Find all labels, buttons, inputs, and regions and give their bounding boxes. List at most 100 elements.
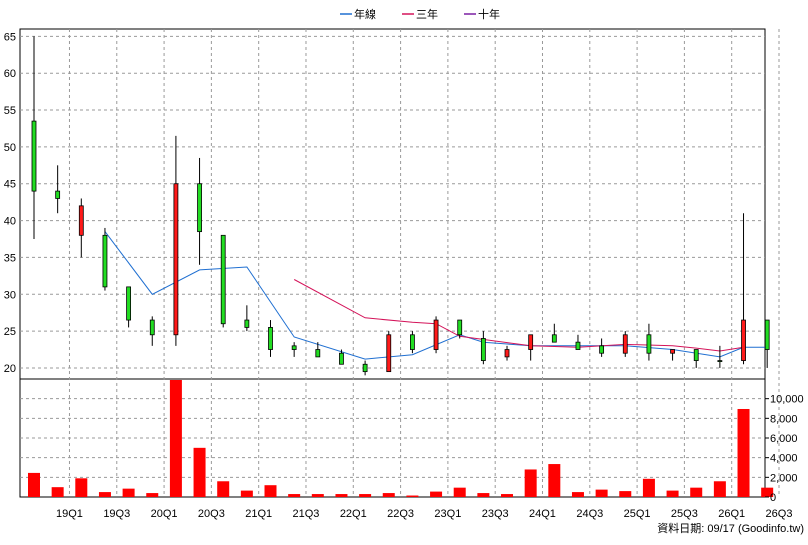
volume-bar-27 bbox=[666, 490, 679, 497]
volume-bar-18 bbox=[453, 487, 466, 497]
volume-bar-10 bbox=[264, 485, 277, 497]
candle-19Q3 bbox=[102, 227, 108, 291]
volume-bar-8 bbox=[217, 481, 230, 497]
volume-bar-28 bbox=[690, 487, 703, 497]
x-tick-20Q3: 20Q3 bbox=[198, 508, 225, 520]
candle-20Q3 bbox=[197, 157, 202, 265]
x-tick-21Q3: 21Q3 bbox=[293, 508, 320, 520]
series-line-1 bbox=[293, 279, 744, 352]
candle-25Q2 bbox=[646, 323, 652, 361]
candle-body-13 bbox=[339, 352, 344, 365]
candle-body-31 bbox=[764, 319, 770, 350]
candle-body-22 bbox=[551, 334, 557, 343]
volume-bar-30 bbox=[737, 408, 750, 497]
volume-tick-5: 10,000 bbox=[770, 394, 804, 406]
candle-26Q3 bbox=[764, 319, 770, 368]
candle-23Q1 bbox=[433, 316, 439, 354]
volume-bar-16 bbox=[406, 495, 419, 497]
candle-20Q1 bbox=[149, 316, 155, 346]
candle-body-4 bbox=[126, 286, 132, 321]
volume-bar-21 bbox=[524, 469, 537, 497]
candle-body-26 bbox=[646, 334, 652, 354]
x-tick-20Q1: 20Q1 bbox=[151, 508, 178, 520]
volume-bar-5 bbox=[146, 493, 159, 497]
candle-body-2 bbox=[78, 205, 84, 236]
candle-21Q2 bbox=[268, 320, 273, 357]
candle-body-30 bbox=[741, 319, 746, 361]
volume-bar-26 bbox=[642, 478, 655, 497]
volume-bar-31 bbox=[761, 487, 774, 497]
candle-body-17 bbox=[433, 319, 439, 350]
volume-bar-7 bbox=[193, 447, 206, 497]
volume-tick-4: 8,000 bbox=[770, 413, 798, 425]
volume-bar-17 bbox=[430, 491, 443, 497]
x-tick-23Q1: 23Q1 bbox=[434, 508, 461, 520]
volume-axis-ticks: 0 2,000 4,000 6,000 8,000 10,000 bbox=[765, 394, 804, 504]
volume-bar-25 bbox=[619, 491, 632, 497]
x-tick-22Q1: 22Q1 bbox=[340, 508, 367, 520]
price-tick-2: 30 bbox=[4, 289, 16, 301]
candle-22Q1 bbox=[339, 349, 344, 365]
candle-23Q3 bbox=[480, 331, 486, 365]
grid bbox=[20, 29, 780, 497]
candle-24Q1 bbox=[528, 334, 534, 361]
candle-21Q1 bbox=[244, 305, 250, 332]
volume-tick-3: 6,000 bbox=[770, 433, 798, 445]
candle-21Q4 bbox=[315, 342, 321, 358]
candle-body-20 bbox=[504, 349, 510, 358]
candle-23Q2 bbox=[457, 319, 463, 339]
volume-bar-9 bbox=[240, 490, 253, 497]
x-tick-25Q1: 25Q1 bbox=[624, 508, 651, 520]
volume-bar-13 bbox=[335, 494, 348, 497]
candle-25Q4 bbox=[693, 349, 699, 368]
price-tick-3: 35 bbox=[4, 252, 16, 264]
candle-body-11 bbox=[291, 345, 297, 350]
price-axis-ticks: 20 25 30 35 40 45 50 55 60 65 bbox=[4, 31, 16, 375]
volume-bar-22 bbox=[548, 464, 561, 497]
volume-bar-4 bbox=[122, 488, 135, 497]
price-tick-1: 25 bbox=[4, 326, 16, 338]
volume-bar-29 bbox=[713, 481, 726, 497]
candle-26Q1 bbox=[717, 345, 723, 368]
volume-bar-19 bbox=[477, 493, 490, 497]
candle-body-27 bbox=[670, 349, 675, 354]
volume-bar-14 bbox=[359, 494, 372, 497]
legend-label-1: 三年 bbox=[416, 7, 438, 21]
candle-22Q3 bbox=[386, 331, 392, 373]
price-plot-frame bbox=[19, 28, 766, 380]
volume-tick-1: 2,000 bbox=[770, 472, 798, 484]
candle-body-10 bbox=[268, 327, 273, 350]
candle-24Q2 bbox=[551, 323, 557, 343]
candle-23Q4 bbox=[504, 345, 510, 361]
volume-bar-2 bbox=[75, 478, 88, 497]
candle-body-1 bbox=[55, 190, 61, 199]
volume-bar-12 bbox=[311, 494, 324, 497]
candle-body-12 bbox=[315, 349, 321, 358]
candle-body-21 bbox=[528, 334, 534, 350]
x-tick-26Q1: 26Q1 bbox=[718, 508, 745, 520]
footer-date: 資料日期: 09/17 (Goodinfo.tw) bbox=[657, 521, 804, 535]
volume-bar-23 bbox=[571, 492, 584, 497]
price-tick-6: 50 bbox=[4, 142, 16, 154]
x-tick-24Q1: 24Q1 bbox=[529, 508, 556, 520]
x-tick-19Q1: 19Q1 bbox=[56, 508, 83, 520]
candle-body-9 bbox=[244, 319, 250, 328]
price-tick-5: 45 bbox=[4, 179, 16, 191]
price-tick-7: 55 bbox=[4, 105, 16, 117]
candle-body-28 bbox=[693, 349, 699, 361]
price-tick-8: 60 bbox=[4, 68, 16, 80]
candle-body-19 bbox=[480, 338, 486, 361]
candle-body-14 bbox=[362, 363, 368, 373]
candle-24Q3 bbox=[575, 334, 581, 350]
candle-22Q4 bbox=[410, 331, 415, 354]
candles bbox=[31, 36, 770, 376]
candle-body-15 bbox=[386, 334, 392, 373]
candle-body-25 bbox=[622, 334, 628, 354]
x-tick-26Q3: 26Q3 bbox=[766, 508, 793, 520]
price-tick-4: 40 bbox=[4, 216, 16, 228]
candle-26Q2 bbox=[741, 213, 746, 365]
candle-body-23 bbox=[575, 341, 581, 350]
candle-body-24 bbox=[599, 345, 605, 354]
candle-body-3 bbox=[102, 234, 108, 288]
